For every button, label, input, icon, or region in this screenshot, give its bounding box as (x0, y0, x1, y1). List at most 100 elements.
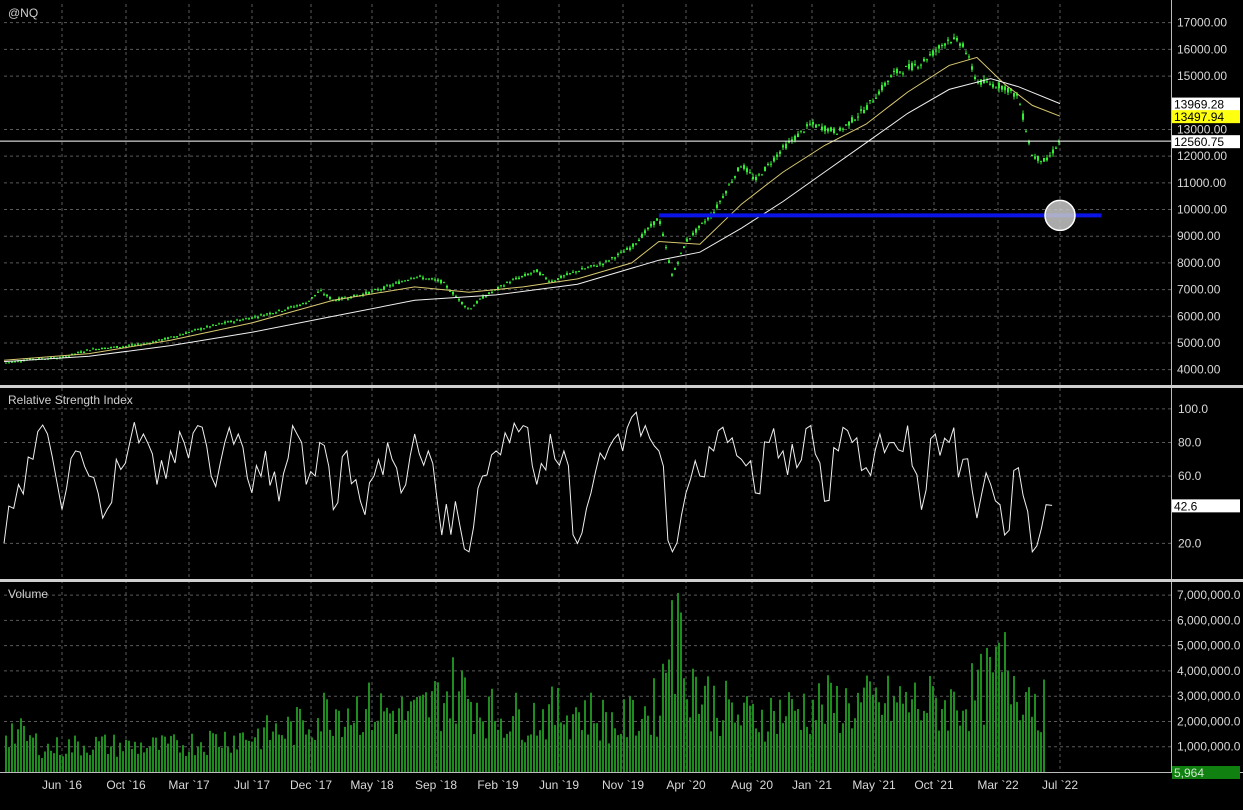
volume-bar (377, 720, 379, 772)
candle-body (464, 306, 466, 308)
volume-bar (452, 657, 454, 772)
volume-bar (935, 697, 937, 772)
candle-body (1025, 131, 1027, 133)
candle-body (821, 126, 823, 131)
candle-body (380, 289, 382, 291)
volume-bar (770, 697, 772, 772)
candle-body (578, 271, 580, 273)
volume-bar (152, 737, 154, 772)
volume-bar (356, 696, 358, 772)
volume-bar (149, 746, 151, 772)
candle-body (1052, 149, 1054, 154)
rsi-line (3, 411, 1053, 554)
candle-body (56, 358, 58, 360)
candle-body (86, 349, 88, 351)
rsi-current-label: 42.6 (1174, 499, 1198, 513)
price-label-box (1172, 135, 1240, 149)
candle-body (1013, 93, 1015, 97)
candle-body (386, 285, 388, 287)
candle-body (593, 264, 595, 266)
candle-body (980, 79, 982, 85)
volume-bar (194, 755, 196, 772)
candle-body (782, 145, 784, 148)
volume-panel[interactable] (5, 592, 1045, 772)
panel-separator (0, 579, 1243, 582)
candle-body (233, 321, 235, 323)
volume-bar (350, 725, 352, 772)
marker-circle[interactable] (1044, 199, 1076, 232)
candle-body (887, 80, 889, 83)
volume-current-label: 5,964 (1174, 766, 1204, 780)
volume-bar (731, 702, 733, 772)
rsi-panel[interactable] (3, 411, 1053, 554)
candle-body (812, 122, 814, 125)
candle-body (623, 251, 625, 253)
volume-bar (173, 734, 175, 772)
candle-body (863, 110, 865, 114)
price-tick-label: 5000.00 (1177, 336, 1221, 350)
price-panel[interactable] (0, 33, 1171, 364)
volume-bar (254, 737, 256, 772)
volume-bar (743, 702, 745, 772)
candle-body (896, 68, 898, 74)
candle-body (557, 278, 559, 280)
volume-bar (1013, 676, 1015, 772)
volume-bar (875, 687, 877, 772)
volume-bar (566, 715, 568, 772)
candle-body (938, 45, 940, 49)
volume-bar (119, 742, 121, 772)
volume-bar (59, 754, 61, 772)
volume-bar (236, 749, 238, 772)
volume-bar (842, 723, 844, 772)
volume-bar (713, 685, 715, 772)
candle-body (944, 43, 946, 46)
volume-bar (365, 709, 367, 772)
candle-body (611, 257, 613, 259)
candle-body (1037, 155, 1039, 161)
volume-bar (803, 693, 805, 772)
candle-body (800, 130, 802, 132)
candle-body (278, 309, 280, 311)
candle-body (128, 345, 130, 347)
price-tick-label: 9000.00 (1177, 229, 1221, 243)
volume-bar (989, 657, 991, 772)
candle-body (308, 300, 310, 302)
volume-bar (485, 738, 487, 772)
candle-body (602, 263, 604, 266)
volume-bar (725, 680, 727, 772)
candle-body (416, 276, 418, 278)
volume-bar (230, 752, 232, 772)
volume-bar (98, 741, 100, 772)
rsi-tick-label: 20.0 (1178, 536, 1202, 550)
volume-bar (398, 708, 400, 772)
candle-body (122, 346, 124, 348)
price-tick-label: 4000.00 (1177, 363, 1221, 377)
candle-body (221, 323, 223, 325)
volume-bar (632, 700, 634, 772)
candle-body (1004, 86, 1006, 91)
candle-body (608, 260, 610, 262)
candle-body (998, 82, 1000, 89)
volume-bar (881, 714, 883, 772)
moving-average-fast-line (3, 56, 1061, 361)
volume-bar (1007, 670, 1009, 772)
volume-bar (251, 741, 253, 772)
candle-body (1001, 85, 1003, 90)
candle-body (1019, 104, 1021, 106)
price-tick-label: 6000.00 (1177, 309, 1221, 323)
candle-body (935, 50, 937, 52)
volume-bar (578, 712, 580, 772)
candle-body (989, 83, 991, 85)
volume-bar (11, 723, 13, 772)
candle-body (704, 221, 706, 223)
candle-body (482, 295, 484, 299)
candle-body (449, 290, 451, 292)
volume-bar (53, 753, 55, 772)
volume-bar (749, 705, 751, 772)
volume-bar (554, 725, 556, 772)
candle-body (317, 291, 319, 293)
volume-bar (488, 696, 490, 772)
candle-body (836, 133, 838, 135)
volume-tick-label: 5,000,000.0 (1177, 639, 1241, 653)
